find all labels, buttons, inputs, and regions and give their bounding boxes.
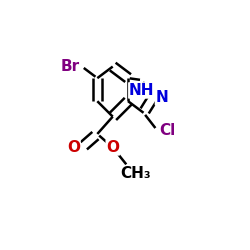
Text: CH₃: CH₃ [120, 166, 151, 181]
Text: N: N [156, 90, 168, 105]
Text: NH: NH [129, 83, 154, 98]
Text: O: O [67, 140, 80, 155]
Text: Br: Br [60, 59, 80, 74]
Text: Cl: Cl [159, 122, 176, 138]
Text: O: O [106, 140, 119, 155]
